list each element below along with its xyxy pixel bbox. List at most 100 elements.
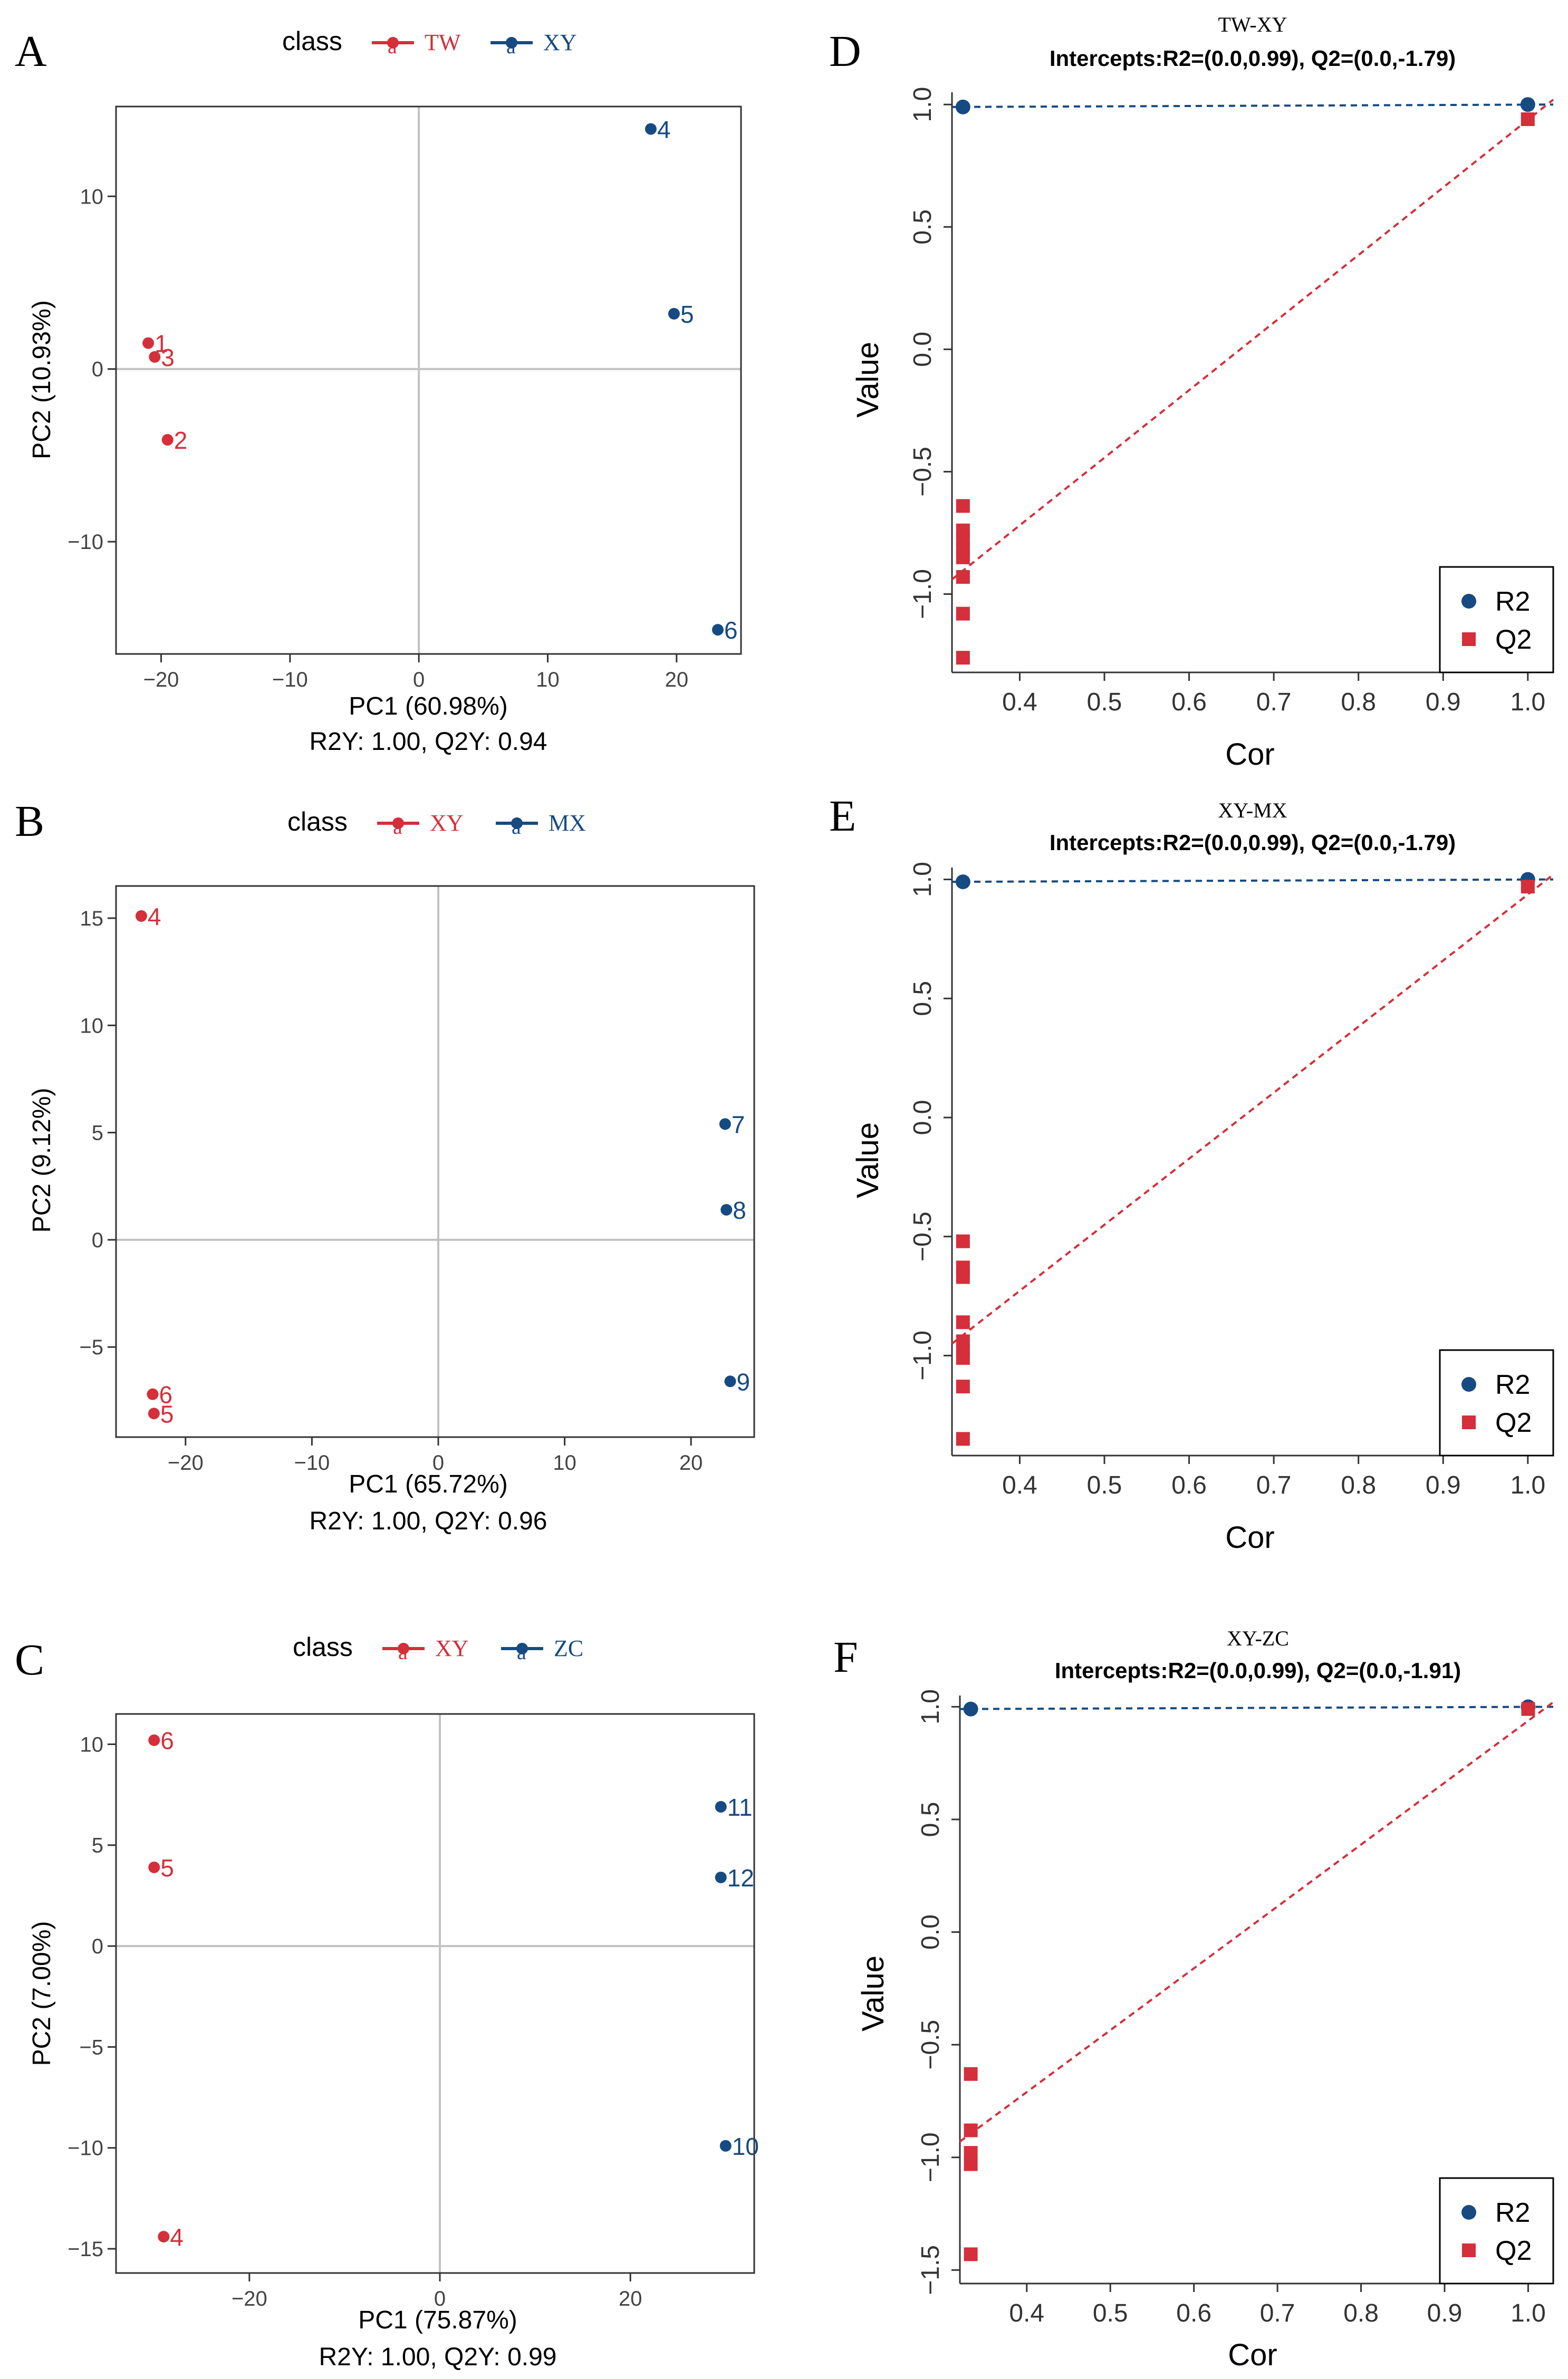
panel-f: F XY-ZC Intercepts:R2=(0.0,0.99), Q2=(0.0,… — [833, 1626, 1554, 2372]
legend-box — [1439, 1349, 1554, 1457]
point-xy-6 — [147, 1388, 159, 1400]
point-xy-4 — [158, 2231, 170, 2243]
legend-key-r2 — [1461, 2205, 1476, 2220]
x-tick-label: 20 — [665, 668, 689, 691]
x-axis-title: PC1 (75.87%) — [358, 2306, 517, 2334]
point-zc-12 — [715, 1871, 727, 1883]
point-q2 — [956, 499, 970, 513]
point-label: 10 — [732, 2133, 759, 2160]
x-tick-label: −20 — [232, 2287, 267, 2310]
legend-label-r2: R2 — [1495, 586, 1530, 617]
point-q2 — [956, 1432, 970, 1446]
point-zc-10 — [719, 2140, 732, 2152]
plot-frame — [115, 105, 742, 655]
legend-key-point — [506, 37, 517, 49]
y-tick-label: 0 — [92, 1229, 103, 1252]
x-tick-label: 0.4 — [1002, 688, 1037, 716]
point-label: 6 — [160, 1727, 174, 1755]
point-q2 — [956, 606, 970, 621]
panel-letter: E — [829, 792, 856, 841]
panel-e: E XY-MX Intercepts:R2=(0.0,0.99), Q2=(0.0,… — [829, 792, 1554, 1555]
panel-letter: D — [829, 27, 861, 76]
x-tick-label: 0 — [413, 668, 425, 691]
point-label: 12 — [727, 1864, 754, 1892]
legend-key-point — [387, 37, 399, 49]
legend-label-xy: XY — [435, 1635, 469, 1661]
fit-line-r2 — [951, 878, 1554, 883]
legend-label-q2: Q2 — [1495, 624, 1532, 655]
legend-label-r2: R2 — [1495, 1370, 1530, 1400]
y-tick-label: −0.5 — [917, 2020, 945, 2070]
legend-label-xy: XY — [543, 30, 577, 55]
x-axis-title: PC1 (65.72%) — [349, 1470, 507, 1498]
point-label: 5 — [160, 1854, 174, 1882]
y-tick-label: 5 — [92, 1834, 103, 1857]
point-q2 — [956, 651, 970, 665]
model-stats: R2Y: 1.00, Q2Y: 0.94 — [310, 728, 547, 756]
point-q2 — [964, 2247, 978, 2261]
legend-label-q2: Q2 — [1495, 1408, 1532, 1438]
y-tick-label: −5 — [79, 2036, 103, 2059]
x-tick-label: 0.8 — [1341, 688, 1376, 716]
point-label: 3 — [161, 344, 175, 371]
legend-label-q2: Q2 — [1495, 2236, 1532, 2266]
legend-label-r2: R2 — [1495, 2198, 1530, 2228]
x-tick-label: −10 — [272, 668, 308, 691]
intercepts-title: Intercepts:R2=(0.0,0.99), Q2=(0.0,-1.91) — [1055, 1658, 1461, 1683]
y-tick-label: −1.5 — [917, 2245, 945, 2295]
point-tw-3 — [149, 351, 161, 363]
point-label: 4 — [657, 116, 671, 143]
y-axis-title: PC2 (7.00%) — [28, 1921, 56, 2066]
legend: class a XY a MX — [287, 807, 586, 839]
point-q2 — [956, 1270, 970, 1284]
legend-key-glyph: a — [388, 34, 397, 58]
legend-key-glyph: a — [393, 815, 402, 839]
point-q2 — [956, 550, 970, 564]
x-tick-label: 1.0 — [1510, 688, 1545, 716]
fit-line-q2 — [951, 873, 1554, 1345]
x-tick-label: 20 — [679, 1451, 703, 1475]
point-q2 — [1521, 880, 1535, 894]
point-label: 5 — [680, 301, 694, 328]
x-axis-title: PC1 (60.98%) — [349, 692, 507, 720]
point-q2 — [964, 2157, 978, 2171]
y-tick-label: 10 — [80, 185, 104, 208]
x-tick-label: 0.7 — [1256, 688, 1292, 716]
y-tick-label: 1.0 — [917, 1689, 945, 1725]
panel-letter: C — [15, 1635, 44, 1684]
x-tick-label: 0.9 — [1426, 688, 1461, 716]
legend-key-q2 — [1462, 1415, 1476, 1429]
point-r2 — [963, 1701, 978, 1717]
point-label: 9 — [736, 1368, 750, 1395]
legend-key-glyph: a — [506, 34, 516, 58]
x-tick-label: 10 — [536, 668, 560, 691]
x-tick-label: 20 — [619, 2287, 642, 2310]
x-tick-label: −20 — [168, 1451, 204, 1475]
y-tick-label: 1.0 — [909, 87, 937, 122]
y-tick-label: −10 — [68, 531, 103, 554]
x-tick-label: 0 — [432, 1451, 444, 1475]
legend-label-mx: MX — [549, 810, 586, 836]
panel-letter: F — [833, 1633, 858, 1682]
point-tw-1 — [142, 337, 155, 349]
panel-letter: A — [15, 27, 47, 76]
x-tick-label: −10 — [294, 1451, 330, 1475]
y-axis-title: PC2 (9.12%) — [28, 1088, 56, 1233]
point-q2 — [956, 1380, 970, 1394]
legend-key-point — [516, 1643, 528, 1654]
point-r2 — [955, 874, 970, 890]
point-q2 — [964, 2067, 978, 2081]
y-tick-label: 5 — [92, 1122, 103, 1145]
comparison-title: XY-MX — [1218, 798, 1287, 822]
model-stats: R2Y: 1.00, Q2Y: 0.96 — [310, 1507, 547, 1535]
point-label: 5 — [160, 1400, 174, 1428]
x-tick-label: 1.0 — [1511, 2299, 1546, 2327]
legend-key-glyph: a — [398, 1640, 408, 1664]
legend-title: class — [282, 26, 342, 56]
y-tick-label: 0.5 — [909, 981, 937, 1016]
point-label: 11 — [727, 1794, 753, 1821]
point-q2 — [956, 570, 970, 584]
